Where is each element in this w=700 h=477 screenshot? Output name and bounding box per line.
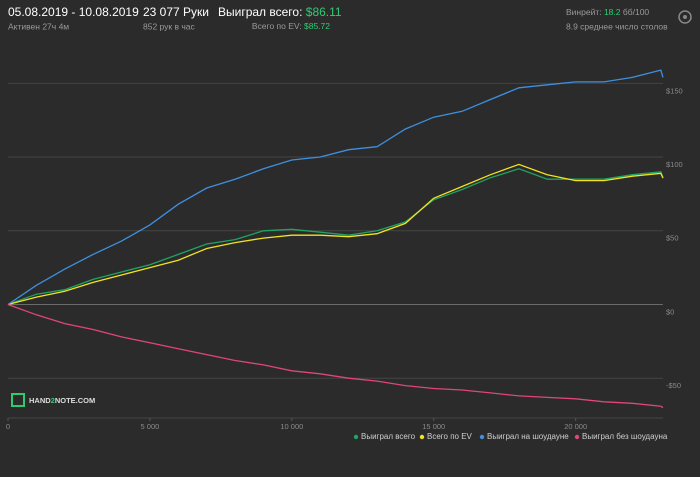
- won-total: Выиграл всего: $86.11: [218, 5, 342, 19]
- ev-label: Всего по EV:: [252, 21, 302, 31]
- legend-item: Всего по EV: [419, 432, 473, 441]
- hands: 23 077 Руки: [143, 5, 209, 19]
- y-tick-label: $100: [666, 160, 683, 169]
- winrate-value: 18.2: [604, 7, 621, 17]
- won-value: $86.11: [306, 5, 342, 19]
- series-line: [7, 168, 664, 306]
- x-tick-label: 0: [6, 422, 10, 431]
- active-time: Активен 27ч 4м: [8, 21, 69, 31]
- y-tick-label: $50: [666, 234, 679, 243]
- legend-item: Выиграл без шоудауна: [574, 432, 668, 441]
- legend-label: Всего по EV: [427, 432, 473, 441]
- legend-item: Выиграл всего: [353, 432, 416, 441]
- x-tick-label: 20 000: [564, 422, 587, 431]
- logo-part: HAND: [29, 396, 51, 405]
- series-line: [7, 163, 664, 306]
- settings-icon[interactable]: [678, 10, 692, 24]
- winrate-label: Винрейт:: [566, 7, 602, 17]
- x-tick-label: 5 000: [141, 422, 160, 431]
- winrate-unit: бб/100: [623, 7, 650, 17]
- x-tick-label: 10 000: [280, 422, 303, 431]
- legend-marker: [353, 434, 359, 440]
- logo-icon: [11, 393, 25, 407]
- logo-part: NOTE.COM: [55, 396, 95, 405]
- y-tick-label: -$50: [666, 381, 681, 390]
- series-line: [7, 69, 664, 306]
- logo-part: 2: [51, 396, 55, 405]
- y-tick-label: $0: [666, 307, 674, 316]
- won-label: Выиграл всего:: [218, 5, 302, 19]
- legend-marker: [479, 434, 485, 440]
- y-tick-label: $150: [666, 86, 683, 95]
- date-range: 05.08.2019 - 10.08.2019: [8, 5, 139, 19]
- legend-label: Выиграл без шоудауна: [582, 432, 668, 441]
- avg-tables: 8.9 среднее число столов: [566, 21, 668, 31]
- legend-label: Выиграл на шоудауне: [487, 432, 569, 441]
- hands-per-hour: 852 рук в час: [143, 21, 196, 31]
- legend-label: Выиграл всего: [361, 432, 416, 441]
- logo: HAND2NOTE.COM: [29, 396, 95, 405]
- legend-item: Выиграл на шоудауне: [479, 432, 569, 441]
- winrate: Винрейт: 18.2 бб/100: [566, 7, 649, 17]
- x-tick-label: 15 000: [422, 422, 445, 431]
- ev-value: $85.72: [304, 21, 330, 31]
- series-line: [7, 303, 664, 409]
- legend-marker: [419, 434, 425, 440]
- ev-total: Всего по EV: $85.72: [252, 21, 330, 31]
- legend-marker: [574, 434, 580, 440]
